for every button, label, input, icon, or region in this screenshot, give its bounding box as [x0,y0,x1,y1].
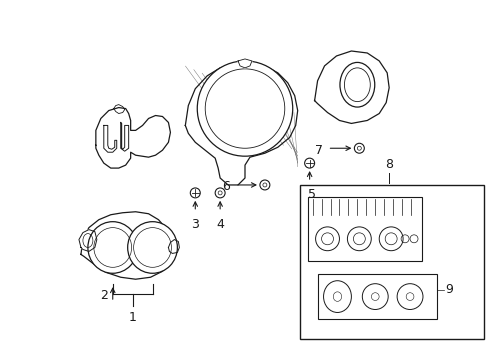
Circle shape [354,143,364,153]
Polygon shape [238,59,251,68]
Polygon shape [96,108,170,168]
Bar [307,197,421,261]
Polygon shape [185,63,297,185]
Circle shape [346,227,370,251]
Polygon shape [79,230,97,251]
Ellipse shape [323,281,351,312]
Bar [317,274,436,319]
Circle shape [315,227,339,251]
Circle shape [362,284,387,310]
Polygon shape [121,122,128,151]
Text: 8: 8 [385,158,392,171]
Text: 3: 3 [191,218,199,231]
Text: 9: 9 [444,283,452,296]
Polygon shape [103,125,117,152]
Text: 5: 5 [307,188,315,201]
Text: 4: 4 [216,218,224,231]
Polygon shape [314,51,388,123]
Ellipse shape [339,62,374,107]
Bar [299,185,483,339]
Circle shape [379,227,402,251]
Circle shape [197,61,292,156]
Circle shape [260,180,269,190]
Text: 1: 1 [128,311,136,324]
Polygon shape [81,212,172,279]
Circle shape [396,284,422,310]
Text: 2: 2 [100,289,107,302]
Text: 7: 7 [314,144,322,157]
Polygon shape [168,239,179,253]
Text: 6: 6 [222,180,230,193]
Ellipse shape [88,222,137,273]
Ellipse shape [127,222,177,273]
Circle shape [215,188,224,198]
